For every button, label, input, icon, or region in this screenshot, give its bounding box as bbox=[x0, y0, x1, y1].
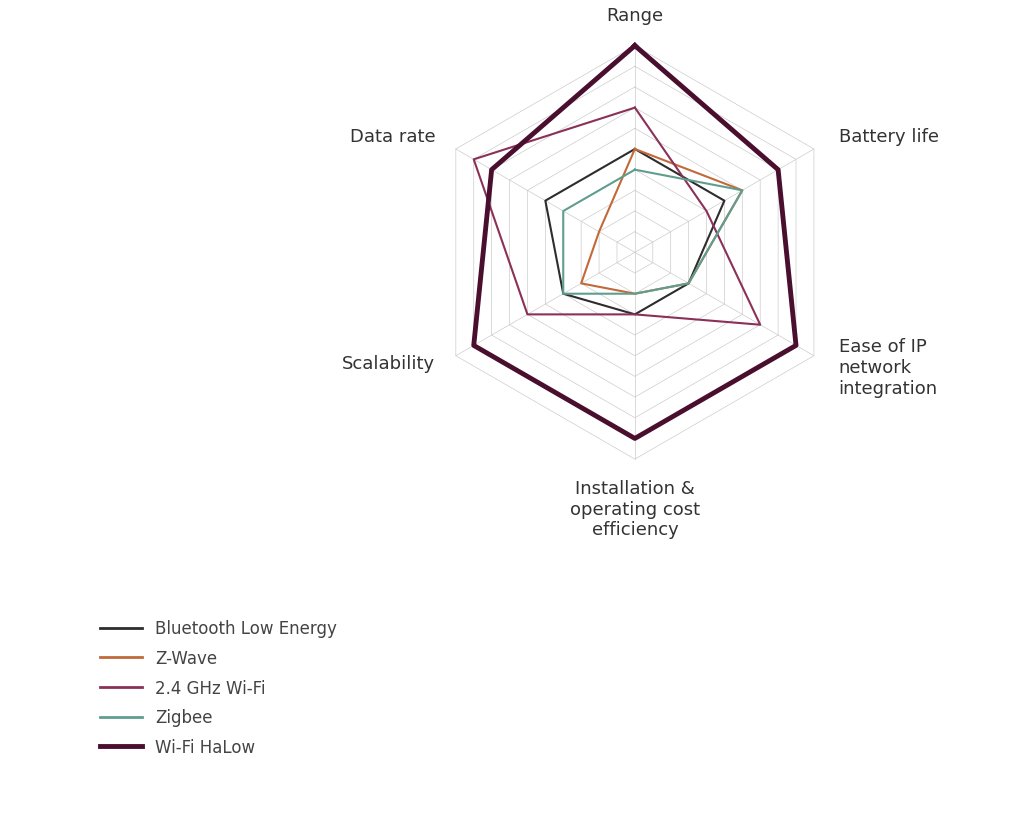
Text: Battery life: Battery life bbox=[839, 128, 939, 146]
Text: Scalability: Scalability bbox=[342, 355, 435, 373]
Legend: Bluetooth Low Energy, Z-Wave, 2.4 GHz Wi-Fi, Zigbee, Wi-Fi HaLow: Bluetooth Low Energy, Z-Wave, 2.4 GHz Wi… bbox=[91, 612, 345, 765]
Text: Data rate: Data rate bbox=[350, 128, 435, 146]
Text: Ease of IP
network
integration: Ease of IP network integration bbox=[839, 339, 938, 398]
Text: Range: Range bbox=[607, 7, 663, 25]
Text: Installation &
operating cost
efficiency: Installation & operating cost efficiency bbox=[570, 479, 700, 540]
